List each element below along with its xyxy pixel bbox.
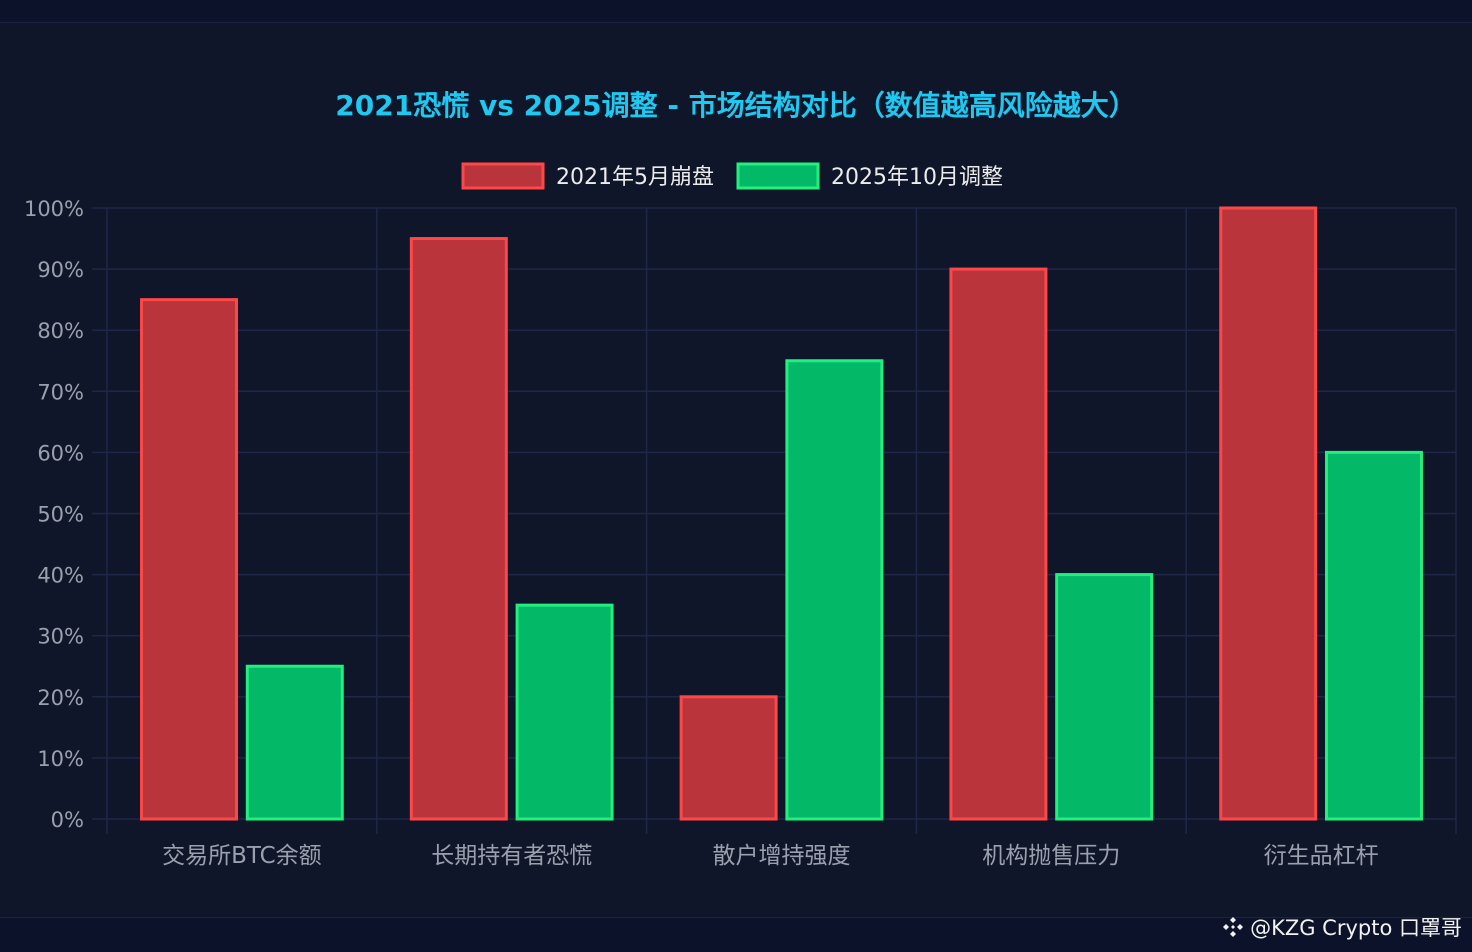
bar-series-1 — [679, 695, 778, 821]
watermark-text: @KZG Crypto 口罩哥 — [1250, 916, 1462, 940]
binance-diamond-icon — [1223, 917, 1244, 937]
legend-swatch — [736, 162, 820, 190]
y-tick-label: 50% — [37, 503, 84, 527]
watermark: @KZG Crypto 口罩哥 — [1222, 912, 1462, 942]
legend-label: 2021年5月崩盘 — [556, 165, 714, 190]
y-tick-label: 0% — [51, 808, 84, 832]
y-tick-label: 90% — [37, 258, 84, 282]
legend: 2021年5月崩盘 2025年10月调整 — [461, 162, 1003, 190]
y-tick-label: 80% — [37, 319, 84, 343]
bar-chart: 2021恐慌 vs 2025调整 - 市场结构对比（数值越高风险越大） 2021… — [24, 89, 1457, 869]
legend-swatch — [461, 162, 545, 190]
x-tick-label: 衍生品杠杆 — [1264, 843, 1379, 869]
y-tick-label: 70% — [37, 380, 84, 404]
bar-series-1 — [140, 298, 239, 821]
bar-series-2 — [1055, 573, 1154, 821]
bar-series-2 — [785, 359, 884, 821]
chart-panel: 2021恐慌 vs 2025调整 - 市场结构对比（数值越高风险越大） 2021… — [0, 22, 1472, 918]
y-tick-label: 60% — [37, 441, 84, 465]
x-tick-label: 长期持有者恐慌 — [431, 843, 592, 869]
y-tick-label: 30% — [37, 625, 84, 649]
bar-series-2 — [515, 603, 614, 821]
y-tick-label: 10% — [37, 747, 84, 771]
legend-label: 2025年10月调整 — [831, 165, 1003, 190]
bar-series-1 — [1219, 206, 1318, 821]
bar-series-2 — [245, 664, 344, 821]
y-tick-label: 100% — [24, 197, 84, 221]
y-tick-label: 20% — [37, 686, 84, 710]
x-axis: 交易所BTC余额 长期持有者恐慌 散户增持强度 机构抛售压力 衍生品杠杆 — [162, 843, 1378, 869]
bar-series-1 — [949, 267, 1048, 821]
chart-title: 2021恐慌 vs 2025调整 - 市场结构对比（数值越高风险越大） — [335, 89, 1136, 122]
y-axis: 0% 10% 20% 30% 40% 50% 60% 70% 80% 90% 100% — [24, 197, 84, 832]
x-tick-label: 散户增持强度 — [713, 843, 851, 869]
y-tick-label: 40% — [37, 564, 84, 588]
bars — [140, 206, 1423, 821]
x-tick-label: 机构抛售压力 — [982, 843, 1120, 869]
bar-series-1 — [409, 237, 508, 821]
bar-series-2 — [1324, 450, 1423, 821]
x-tick-label: 交易所BTC余额 — [162, 843, 322, 869]
